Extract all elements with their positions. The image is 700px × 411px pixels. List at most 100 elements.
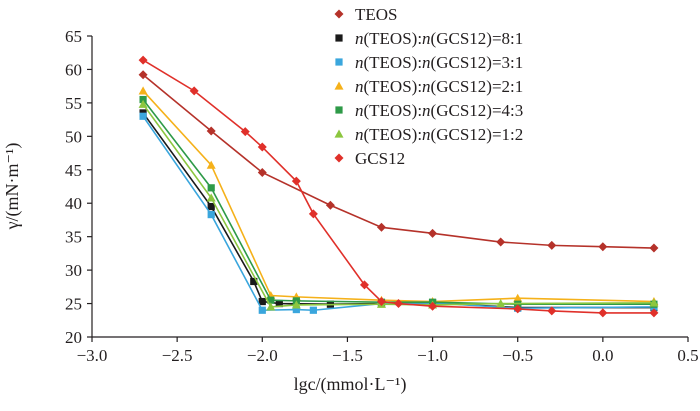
data-point (206, 160, 216, 169)
legend-label-part: n (355, 29, 364, 48)
axes (91, 36, 688, 338)
data-point (547, 306, 557, 316)
series-0 (138, 70, 659, 253)
x-axis-title: lgc/(mmol·L⁻¹) (294, 374, 407, 395)
y-tick-label: 65 (65, 27, 82, 46)
legend-item: n(TEOS):n(GCS12)=8:1 (335, 29, 523, 48)
data-point (139, 112, 147, 120)
legend-label-part: n (422, 77, 431, 96)
legend-label-part: (GCS12)=4:3 (431, 101, 524, 120)
data-point (207, 202, 215, 211)
data-point (496, 237, 506, 247)
data-point (394, 299, 404, 309)
legend-label-part: (GCS12)=1:2 (431, 125, 524, 144)
data-point (376, 222, 386, 232)
data-point (250, 277, 258, 286)
data-point (376, 297, 386, 307)
legend-marker (335, 34, 343, 42)
data-point (547, 240, 557, 250)
data-point (309, 306, 317, 314)
legend-item: TEOS (334, 5, 398, 24)
data-point (189, 86, 199, 96)
data-point (258, 306, 266, 314)
y-tick-label: 35 (65, 228, 82, 247)
data-point (207, 184, 215, 192)
data-point (649, 243, 659, 253)
data-point (513, 304, 523, 314)
legend-marker (334, 129, 344, 138)
series-line (142, 59, 654, 314)
data-point (292, 305, 300, 314)
legend-item: n(TEOS):n(GCS12)=3:1 (335, 53, 523, 72)
data-point (649, 308, 659, 318)
data-point (649, 298, 659, 307)
data-point (496, 299, 506, 308)
y-tick-label: 20 (65, 328, 82, 347)
data-point (308, 209, 318, 219)
y-axis-title: γ/(mN·m⁻¹) (2, 143, 23, 231)
data-point (206, 126, 216, 136)
legend-item: n(TEOS):n(GCS12)=2:1 (334, 77, 523, 96)
legend: TEOSn(TEOS):n(GCS12)=8:1n(TEOS):n(GCS12)… (334, 5, 523, 168)
data-point (138, 99, 148, 108)
x-tick-label: 0.0 (592, 346, 613, 365)
series (138, 55, 659, 318)
data-point (428, 301, 438, 311)
data-point (240, 127, 250, 137)
data-point (257, 142, 267, 152)
x-tick-label: −0.5 (502, 346, 533, 365)
data-point (207, 210, 215, 219)
legend-label-part: n (355, 53, 364, 72)
legend-label: TEOS (355, 5, 398, 24)
legend-label-part: n (422, 29, 431, 48)
data-point (138, 55, 148, 65)
legend-label-part: (GCS12)=2:1 (431, 77, 524, 96)
legend-label-part: n (355, 77, 364, 96)
y-tick-label: 45 (65, 161, 82, 180)
y-tick-label: 50 (65, 127, 82, 146)
data-point (598, 308, 608, 318)
ticks: −3.0 −2.5 −2.0 −1.5 −1.0 −0.5 0.0 0.5 20 25 30 35 40… (65, 27, 699, 365)
legend-label-part: (GCS12)=3:1 (431, 53, 524, 72)
data-point (513, 293, 523, 302)
x-tick-label: −2.5 (162, 346, 193, 365)
x-tick-label: −1.0 (417, 346, 448, 365)
series-line (142, 103, 654, 308)
y-tick-label: 40 (65, 194, 82, 213)
legend-label: n(TEOS):n(GCS12)=8:1 (355, 29, 523, 48)
data-point (258, 297, 266, 306)
legend-label: GCS12 (355, 149, 405, 168)
data-point (267, 296, 275, 304)
legend-label: n(TEOS):n(GCS12)=3:1 (355, 53, 523, 72)
series-line (142, 74, 654, 249)
data-point (359, 280, 369, 290)
data-point (257, 167, 267, 177)
data-point (598, 242, 608, 252)
legend-marker (334, 81, 344, 90)
x-tick-label: −2.0 (247, 346, 278, 365)
data-point (138, 70, 148, 80)
legend-label-part: (GCS12)=8:1 (431, 29, 524, 48)
x-tick-label: −3.0 (77, 346, 108, 365)
legend-label-part: n (355, 125, 364, 144)
legend-marker (335, 106, 343, 114)
data-point (139, 95, 147, 104)
legend-label: n(TEOS):n(GCS12)=4:3 (355, 101, 523, 120)
legend-label-part: (TEOS): (364, 125, 423, 144)
data-point (291, 300, 301, 309)
legend-marker (335, 58, 343, 66)
legend-label: n(TEOS):n(GCS12)=1:2 (355, 125, 523, 144)
series-line (142, 90, 654, 303)
legend-label: n(TEOS):n(GCS12)=2:1 (355, 77, 523, 96)
legend-item: n(TEOS):n(GCS12)=1:2 (334, 125, 523, 144)
data-point (325, 200, 335, 210)
x-tick-label: −1.5 (332, 346, 363, 365)
legend-label-part: (TEOS): (364, 53, 423, 72)
legend-label-part: n (422, 53, 431, 72)
legend-label-part: n (422, 101, 431, 120)
data-point (291, 176, 301, 186)
series-6 (138, 55, 659, 318)
data-point (266, 302, 276, 311)
